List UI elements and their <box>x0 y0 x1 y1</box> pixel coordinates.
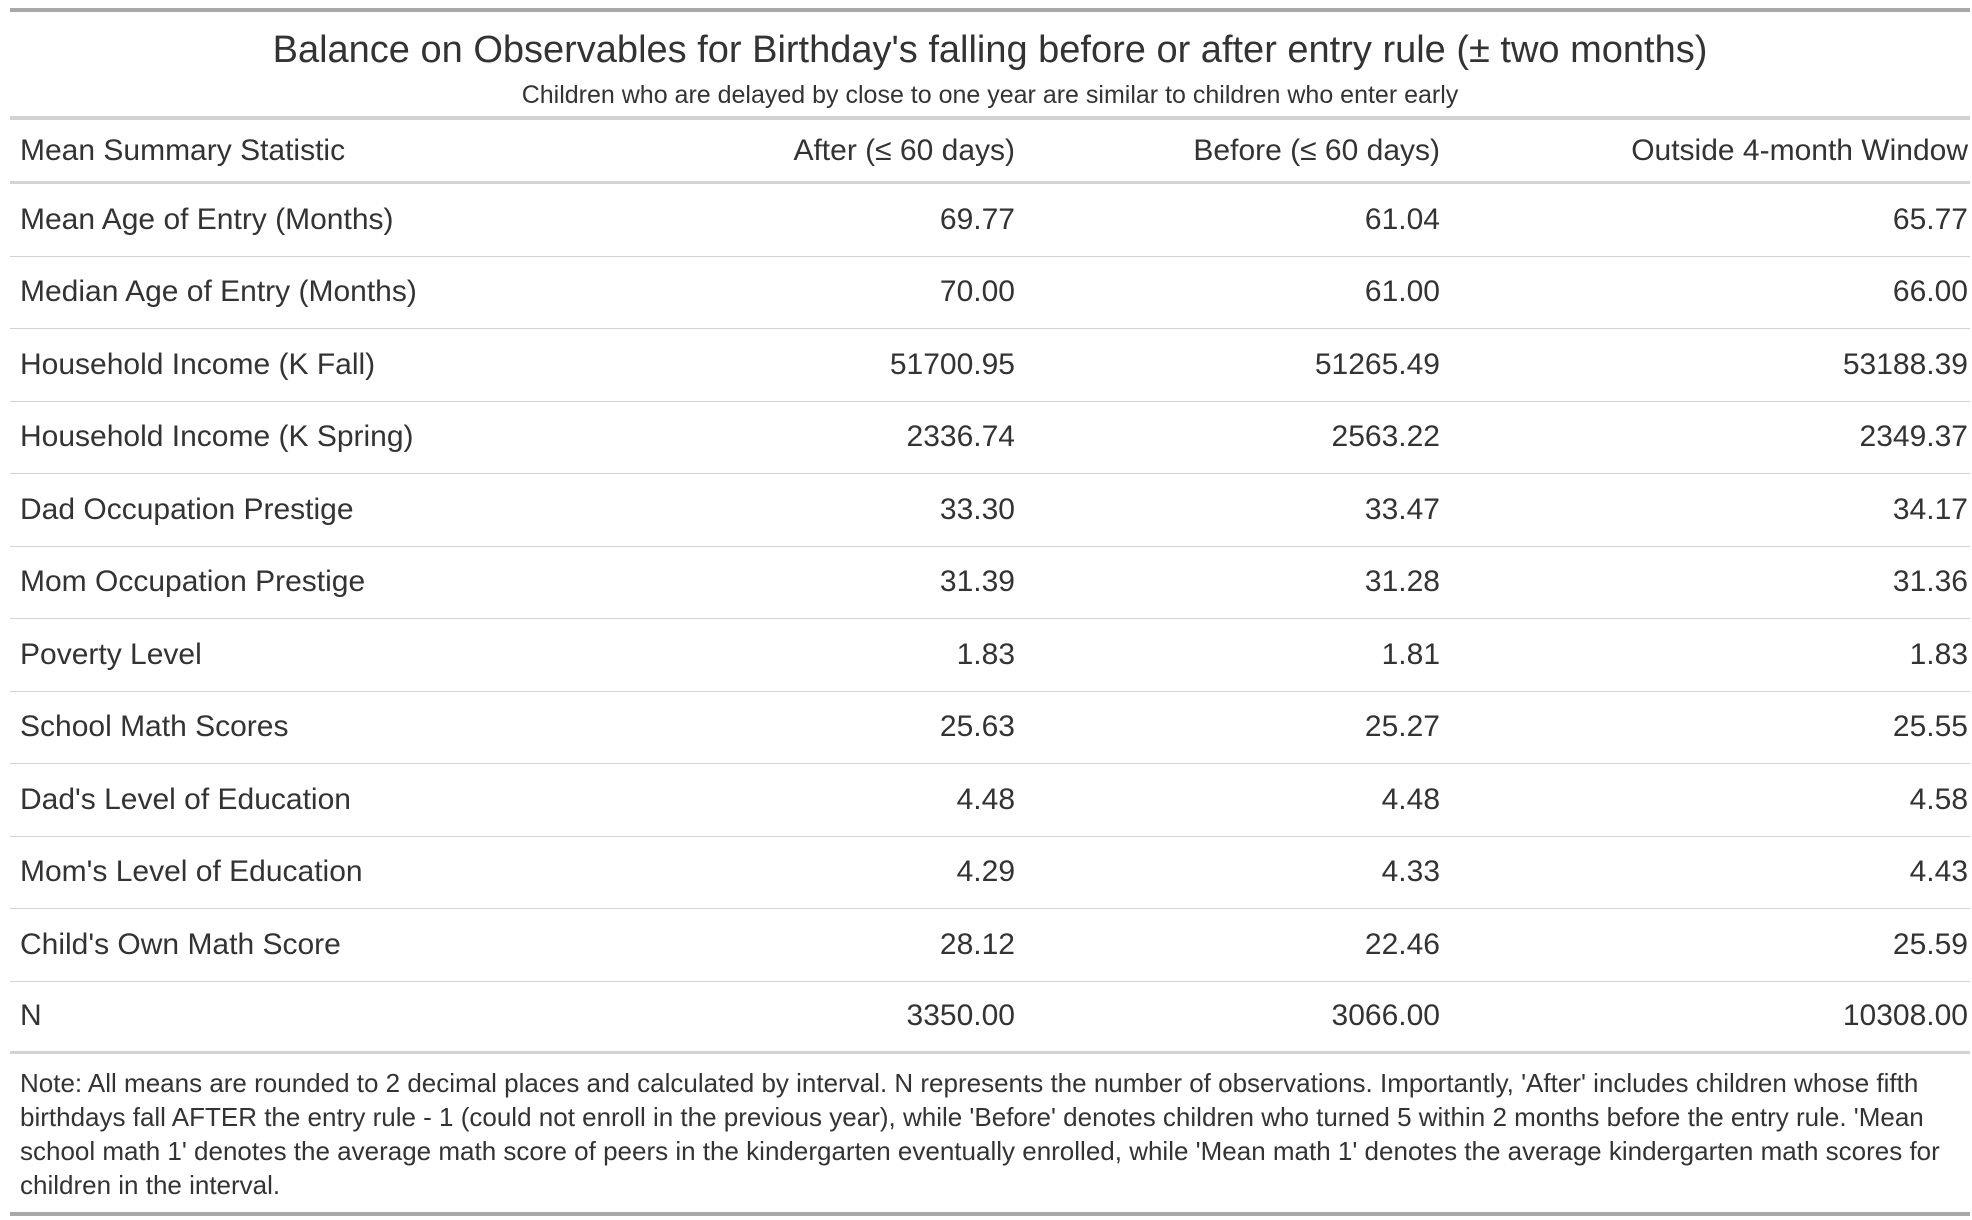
cell-before: 3066.00 <box>1331 999 1440 1033</box>
column-header-after: After (≤ 60 days) <box>793 133 1015 167</box>
column-header-before: Before (≤ 60 days) <box>1193 133 1440 167</box>
table-row: School Math Scores 25.63 25.27 25.55 <box>10 692 1970 764</box>
cell-before: 4.48 <box>1381 782 1440 816</box>
table-bottom-rule <box>10 1212 1970 1216</box>
cell-after: 3350.00 <box>906 999 1015 1033</box>
cell-after: 4.29 <box>956 855 1015 889</box>
cell-before: 33.47 <box>1364 492 1440 526</box>
cell-outside: 66.00 <box>1892 275 1968 309</box>
column-header-row: Mean Summary Statistic After (≤ 60 days)… <box>10 120 1970 184</box>
table-top-rule <box>10 8 1970 12</box>
cell-outside: 34.17 <box>1892 492 1968 526</box>
column-header-statistic: Mean Summary Statistic <box>20 133 346 167</box>
table-row: Mom Occupation Prestige 31.39 31.28 31.36 <box>10 547 1970 619</box>
cell-before: 1.81 <box>1381 637 1440 671</box>
row-label: Mom Occupation Prestige <box>20 565 366 599</box>
row-label: Poverty Level <box>20 637 202 671</box>
table-row: Dad Occupation Prestige 33.30 33.47 34.17 <box>10 474 1970 547</box>
row-label: Dad's Level of Education <box>20 782 351 816</box>
cell-after: 31.39 <box>939 565 1015 599</box>
cell-after: 2336.74 <box>906 420 1015 454</box>
row-label: Median Age of Entry (Months) <box>20 275 417 309</box>
summary-table: Balance on Observables for Birthday's fa… <box>10 8 1970 1216</box>
table-row: Household Income (K Fall) 51700.95 51265.4… <box>10 329 1970 402</box>
cell-after: 4.48 <box>956 782 1015 816</box>
cell-after: 69.77 <box>939 202 1015 236</box>
cell-after: 25.63 <box>939 710 1015 744</box>
cell-after: 28.12 <box>939 927 1015 961</box>
cell-outside: 10308.00 <box>1842 999 1968 1033</box>
row-label: Mom's Level of Education <box>20 855 363 889</box>
cell-before: 22.46 <box>1364 927 1440 961</box>
cell-outside: 25.55 <box>1892 710 1968 744</box>
table-row: Dad's Level of Education 4.48 4.48 4.58 <box>10 764 1970 837</box>
cell-outside: 4.58 <box>1909 782 1968 816</box>
table-note: Note: All means are rounded to 2 decimal… <box>20 1068 1940 1200</box>
cell-before: 2563.22 <box>1331 420 1440 454</box>
table-row: Mean Age of Entry (Months) 69.77 61.04 65.7… <box>10 184 1970 257</box>
cell-outside: 2349.37 <box>1859 420 1968 454</box>
cell-after: 51700.95 <box>889 347 1015 381</box>
cell-before: 31.28 <box>1364 565 1440 599</box>
cell-before: 4.33 <box>1381 855 1440 889</box>
table-row: Child's Own Math Score 28.12 22.46 25.59 <box>10 909 1970 982</box>
cell-outside: 65.77 <box>1892 202 1968 236</box>
cell-outside: 31.36 <box>1892 565 1968 599</box>
cell-before: 25.27 <box>1364 710 1440 744</box>
table-subtitle: Children who are delayed by close to one… <box>521 81 1459 109</box>
cell-after: 1.83 <box>956 637 1015 671</box>
cell-outside: 1.83 <box>1909 637 1968 671</box>
table-row: Median Age of Entry (Months) 70.00 61.00 66… <box>10 257 1970 329</box>
table-row: N 3350.00 3066.00 10308.00 <box>10 982 1970 1054</box>
cell-outside: 53188.39 <box>1842 347 1968 381</box>
table-row: Poverty Level 1.83 1.81 1.83 <box>10 619 1970 692</box>
row-label: School Math Scores <box>20 710 289 744</box>
cell-before: 61.04 <box>1364 202 1440 236</box>
cell-outside: 25.59 <box>1892 927 1968 961</box>
row-label: Mean Age of Entry (Months) <box>20 202 394 236</box>
table-title: Balance on Observables for Birthday's fa… <box>272 29 1708 71</box>
table-body: Mean Age of Entry (Months) 69.77 61.04 65.7… <box>10 184 1970 1054</box>
table-row: Mom's Level of Education 4.29 4.33 4.43 <box>10 837 1970 909</box>
cell-before: 61.00 <box>1364 275 1440 309</box>
row-label: Child's Own Math Score <box>20 927 341 961</box>
table-row: Household Income (K Spring) 2336.74 2563.2… <box>10 402 1970 474</box>
header-top-rule <box>10 116 1970 120</box>
column-header-outside: Outside 4-month Window <box>1631 133 1968 167</box>
row-label: Household Income (K Fall) <box>20 347 376 381</box>
cell-after: 33.30 <box>939 492 1015 526</box>
cell-after: 70.00 <box>939 275 1015 309</box>
row-label: Dad Occupation Prestige <box>20 492 354 526</box>
cell-before: 51265.49 <box>1314 347 1440 381</box>
cell-outside: 4.43 <box>1909 855 1968 889</box>
row-label: N <box>20 999 42 1033</box>
row-label: Household Income (K Spring) <box>20 420 414 454</box>
